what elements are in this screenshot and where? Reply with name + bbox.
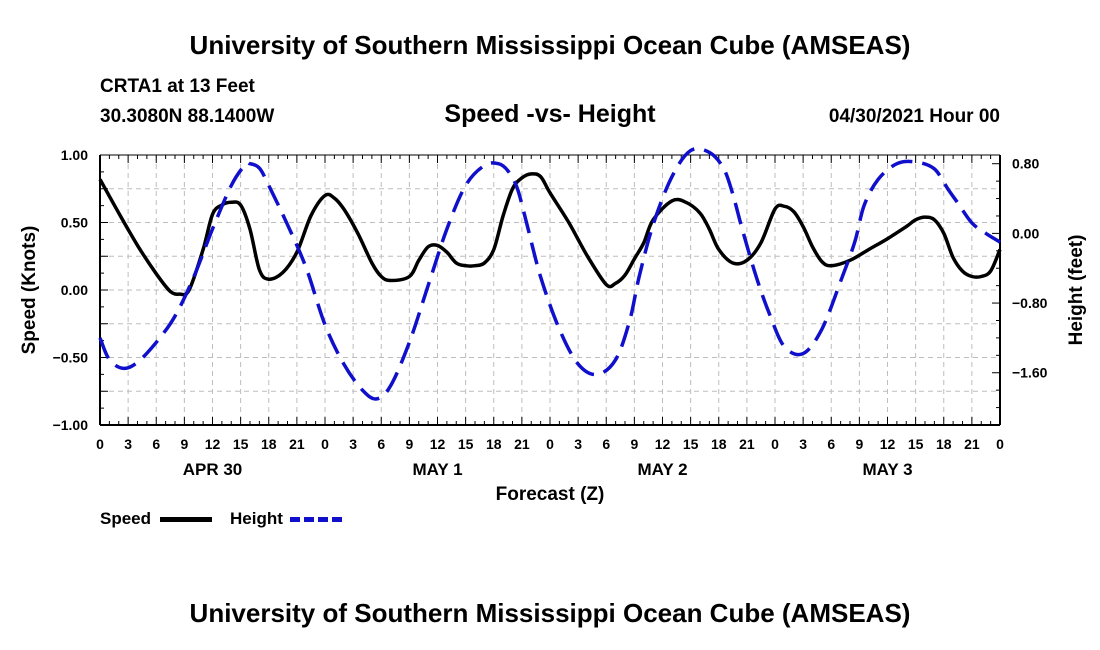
- date-hour-label: 04/30/2021 Hour 00: [828, 106, 1000, 127]
- x-tick-label: 12: [205, 436, 221, 452]
- x-tick-label: 18: [711, 436, 727, 452]
- legend-speed-swatch: [160, 517, 212, 522]
- tick-labels: 0 3 6 9 12 15 18 21 0 3 6 9 12 15 18 21 0 3 6 9 12 15 18 21 0 3 6 9…: [53, 147, 1048, 479]
- x-tick-label: 0: [771, 436, 779, 452]
- x-tick-label: 21: [514, 436, 530, 452]
- x-tick-label: 12: [880, 436, 896, 452]
- x-tick-label: 18: [486, 436, 502, 452]
- x-tick-label: 15: [683, 436, 699, 452]
- series-line-speed: [98, 172, 1002, 297]
- x-tick-label: 21: [739, 436, 755, 452]
- x-tick-label: 12: [655, 436, 671, 452]
- y-tick-label: −0.50: [53, 350, 89, 366]
- x-tick-label: 9: [180, 436, 188, 452]
- station-label: CRTA1 at 13 Feet: [100, 76, 255, 97]
- x-tick-label: 6: [827, 436, 835, 452]
- day-label: MAY 1: [412, 460, 462, 479]
- x-tick-label: 6: [152, 436, 160, 452]
- y-axis-label: Speed (Knots): [19, 226, 40, 355]
- x-tick-label: 3: [124, 436, 132, 452]
- x-tick-label: 18: [261, 436, 277, 452]
- x-tick-label: 18: [936, 436, 952, 452]
- y2-tick-label: 0.00: [1012, 225, 1039, 241]
- page-title: University of Southern Mississippi Ocean…: [189, 30, 911, 60]
- day-label: MAY 3: [862, 460, 912, 479]
- x-tick-label: 9: [855, 436, 863, 452]
- x-axis-label: Forecast (Z): [496, 484, 605, 505]
- x-tick-label: 21: [964, 436, 980, 452]
- day-label: APR 30: [183, 460, 243, 479]
- y2-axis-label: Height (feet): [1066, 235, 1087, 346]
- y-tick-label: 0.50: [61, 215, 88, 231]
- day-label: MAY 2: [637, 460, 687, 479]
- legend-height-label: Height: [230, 509, 283, 528]
- x-tick-label: 9: [405, 436, 413, 452]
- y2-tick-label: −1.60: [1012, 365, 1048, 381]
- grid-lines: [100, 155, 1000, 425]
- x-tick-label: 15: [908, 436, 924, 452]
- coordinates-label: 30.3080N 88.1400W: [100, 106, 275, 127]
- tick-marks: [99, 154, 1001, 426]
- series-line-height: [98, 146, 1001, 401]
- y2-tick-label: −0.80: [1012, 295, 1048, 311]
- x-tick-label: 0: [96, 436, 104, 452]
- x-tick-label: 15: [233, 436, 249, 452]
- x-tick-label: 0: [546, 436, 554, 452]
- chart-title: Speed -vs- Height: [444, 100, 656, 128]
- x-tick-label: 6: [602, 436, 610, 452]
- y-tick-label: 1.00: [61, 147, 88, 163]
- x-tick-label: 3: [799, 436, 807, 452]
- legend-height-swatch: [290, 517, 342, 522]
- x-tick-label: 0: [996, 436, 1004, 452]
- x-tick-label: 0: [321, 436, 329, 452]
- x-tick-label: 12: [430, 436, 446, 452]
- series-lines: [98, 146, 1002, 401]
- y-tick-label: −1.00: [53, 417, 89, 433]
- footer-title: University of Southern Mississippi Ocean…: [189, 598, 911, 628]
- x-tick-label: 6: [377, 436, 385, 452]
- x-tick-label: 3: [574, 436, 582, 452]
- y2-tick-label: 0.80: [1012, 156, 1039, 172]
- speed-height-chart: 0 3 6 9 12 15 18 21 0 3 6 9 12 15 18 21 0 3 6 9 12 15 18 21 0 3 6 9…: [19, 146, 1087, 505]
- x-tick-label: 15: [458, 436, 474, 452]
- x-tick-label: 3: [349, 436, 357, 452]
- y-tick-label: 0.00: [61, 282, 88, 298]
- x-tick-label: 21: [289, 436, 305, 452]
- x-tick-label: 9: [630, 436, 638, 452]
- legend-speed-label: Speed: [100, 509, 152, 528]
